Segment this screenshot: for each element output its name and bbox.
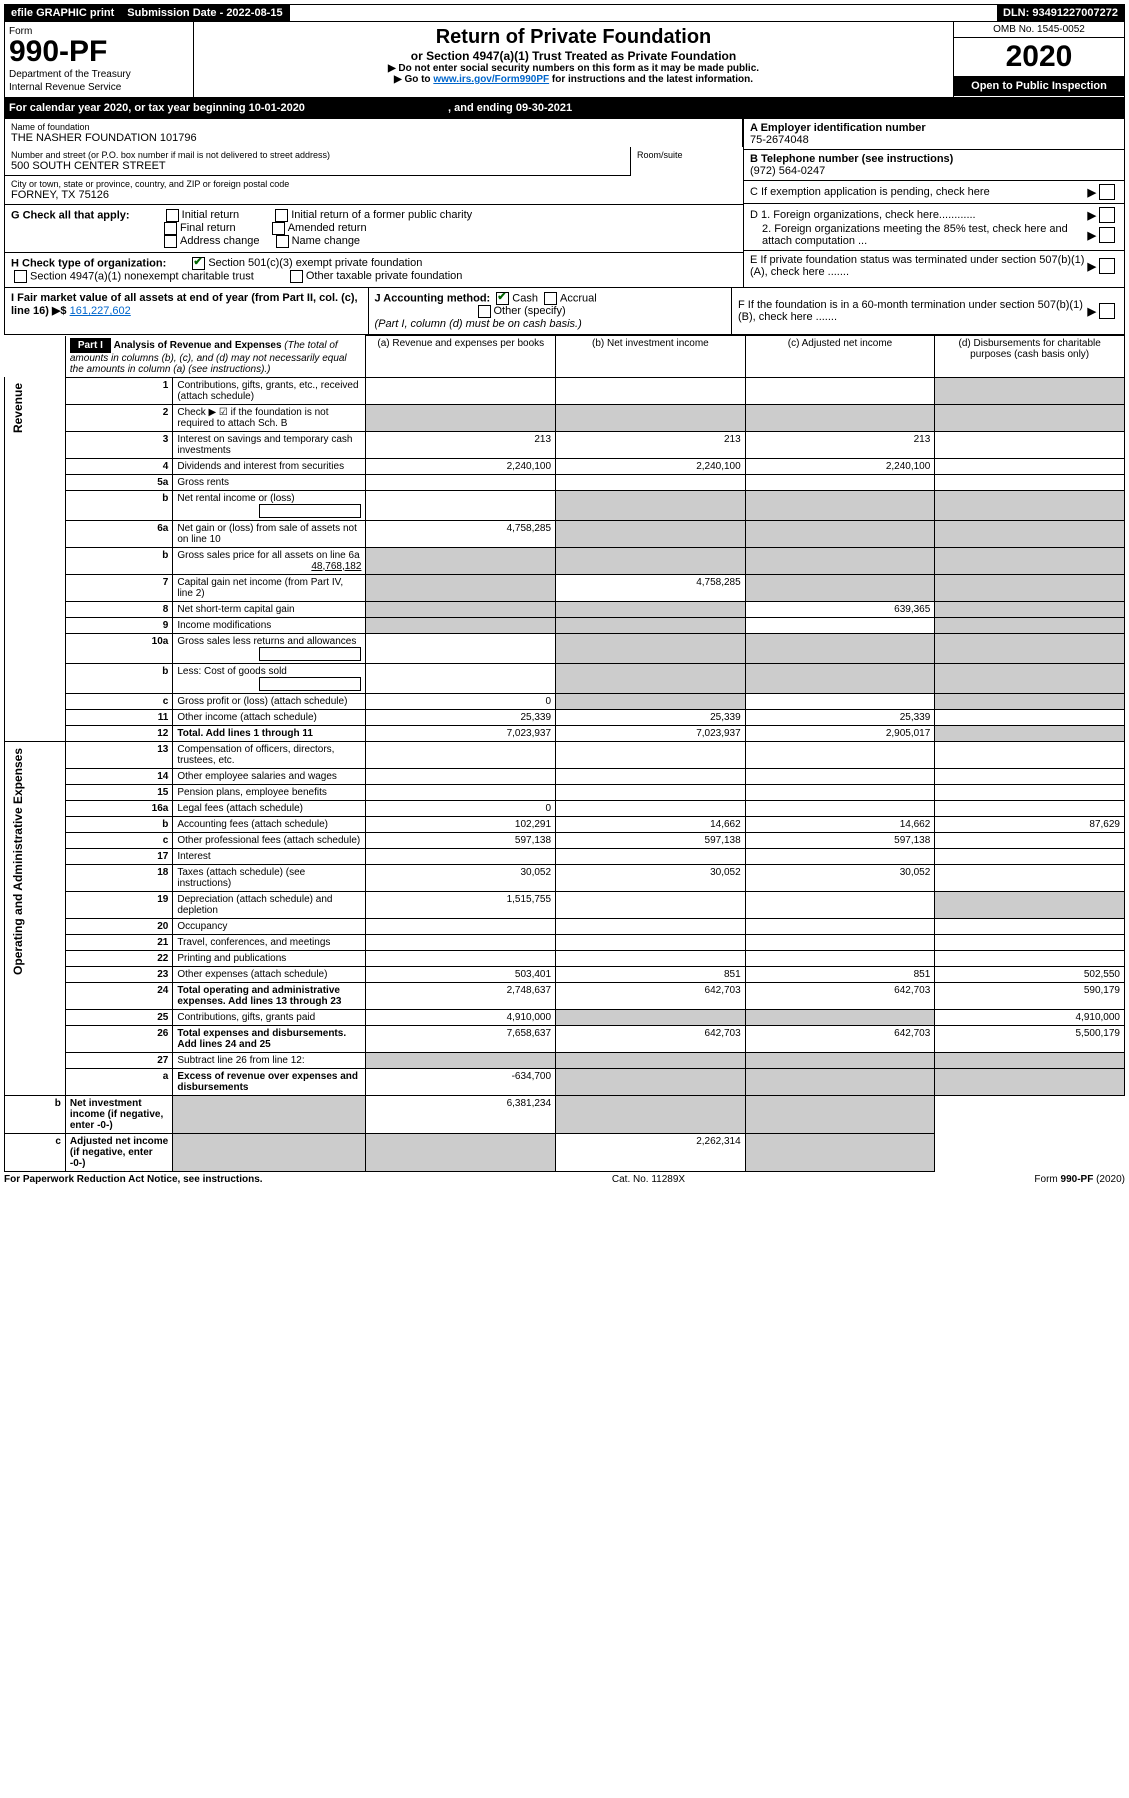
form-title: Return of Private Foundation [198,26,949,49]
section-ij: I Fair market value of all assets at end… [4,288,1125,335]
foundation-name: THE NASHER FOUNDATION 101796 [11,132,736,144]
d1-checkbox[interactable] [1099,207,1115,223]
col-c-head: (c) Adjusted net income [745,336,935,378]
501c3-checkbox[interactable] [192,257,205,270]
name-change-checkbox[interactable] [276,235,289,248]
col-b-head: (b) Net investment income [556,336,746,378]
info-left: Name of foundation THE NASHER FOUNDATION… [5,119,743,287]
cash-checkbox[interactable] [496,292,509,305]
ein-label: A Employer identification number [750,122,1118,134]
exemption-pending-checkbox[interactable] [1099,184,1115,200]
dln: DLN: 93491227007272 [997,5,1124,21]
exemption-pending-label: C If exemption application is pending, c… [750,186,1088,198]
part1-header: Part I [70,338,111,353]
calendar-year-row: For calendar year 2020, or tax year begi… [4,98,1125,119]
addr-label: Number and street (or P.O. box number if… [11,150,624,160]
city-label: City or town, state or province, country… [11,179,737,189]
ein-value: 75-2674048 [750,134,1118,146]
name-label: Name of foundation [11,122,736,132]
phone-label: B Telephone number (see instructions) [750,153,1118,165]
footer-right: Form 990-PF (2020) [1034,1174,1125,1185]
address-change-checkbox[interactable] [164,235,177,248]
part1-table: Part I Analysis of Revenue and Expenses … [4,335,1125,1172]
d2-checkbox[interactable] [1099,227,1115,243]
street-address: 500 SOUTH CENTER STREET [11,160,624,172]
form990pf-link[interactable]: www.irs.gov/Form990PF [433,74,549,85]
header-left: Form 990-PF Department of the Treasury I… [5,22,194,97]
section-h: H Check type of organization: Section 50… [5,253,743,287]
fmv-value: 161,227,602 [70,305,131,317]
dept-line2: Internal Revenue Service [9,82,189,93]
section-g: G Check all that apply: Initial return I… [5,205,743,253]
e-label: E If private foundation status was termi… [750,254,1088,278]
d1-label: D 1. Foreign organizations, check here..… [750,209,1088,221]
f-label: F If the foundation is in a 60-month ter… [738,299,1088,323]
form-subtitle: or Section 4947(a)(1) Trust Treated as P… [198,49,949,63]
f-checkbox[interactable] [1099,303,1115,319]
d2-label: 2. Foreign organizations meeting the 85%… [750,223,1088,247]
col-d-head: (d) Disbursements for charitable purpose… [935,336,1125,378]
other-method-checkbox[interactable] [478,305,491,318]
amended-return-checkbox[interactable] [272,222,285,235]
page-footer: For Paperwork Reduction Act Notice, see … [4,1172,1125,1187]
final-return-checkbox[interactable] [164,222,177,235]
info-right: A Employer identification number 75-2674… [743,119,1124,287]
instr-line1: ▶ Do not enter social security numbers o… [198,63,949,74]
4947-checkbox[interactable] [14,270,27,283]
footer-left: For Paperwork Reduction Act Notice, see … [4,1174,263,1185]
efile-label: efile GRAPHIC print [5,5,121,21]
phone-value: (972) 564-0247 [750,165,1118,177]
col-a-head: (a) Revenue and expenses per books [366,336,556,378]
header-right: OMB No. 1545-0052 2020 Open to Public In… [953,22,1124,97]
header-center: Return of Private Foundation or Section … [194,22,953,97]
initial-former-checkbox[interactable] [275,209,288,222]
form-number: 990-PF [9,37,189,67]
other-taxable-checkbox[interactable] [290,270,303,283]
submission-date: Submission Date - 2022-08-15 [121,5,289,21]
foundation-info: Name of foundation THE NASHER FOUNDATION… [4,119,1125,288]
initial-return-checkbox[interactable] [166,209,179,222]
top-bar: efile GRAPHIC print Submission Date - 20… [4,4,1125,22]
e-checkbox[interactable] [1099,258,1115,274]
room-label: Room/suite [637,150,737,160]
accrual-checkbox[interactable] [544,292,557,305]
dept-line1: Department of the Treasury [9,69,189,80]
instr-line2: ▶ Go to www.irs.gov/Form990PF for instru… [198,74,949,85]
city-state-zip: FORNEY, TX 75126 [11,189,737,201]
form-header: Form 990-PF Department of the Treasury I… [4,22,1125,98]
footer-mid: Cat. No. 11289X [612,1174,685,1185]
open-to-public: Open to Public Inspection [954,76,1124,96]
tax-year: 2020 [954,38,1124,76]
omb-number: OMB No. 1545-0052 [954,22,1124,38]
